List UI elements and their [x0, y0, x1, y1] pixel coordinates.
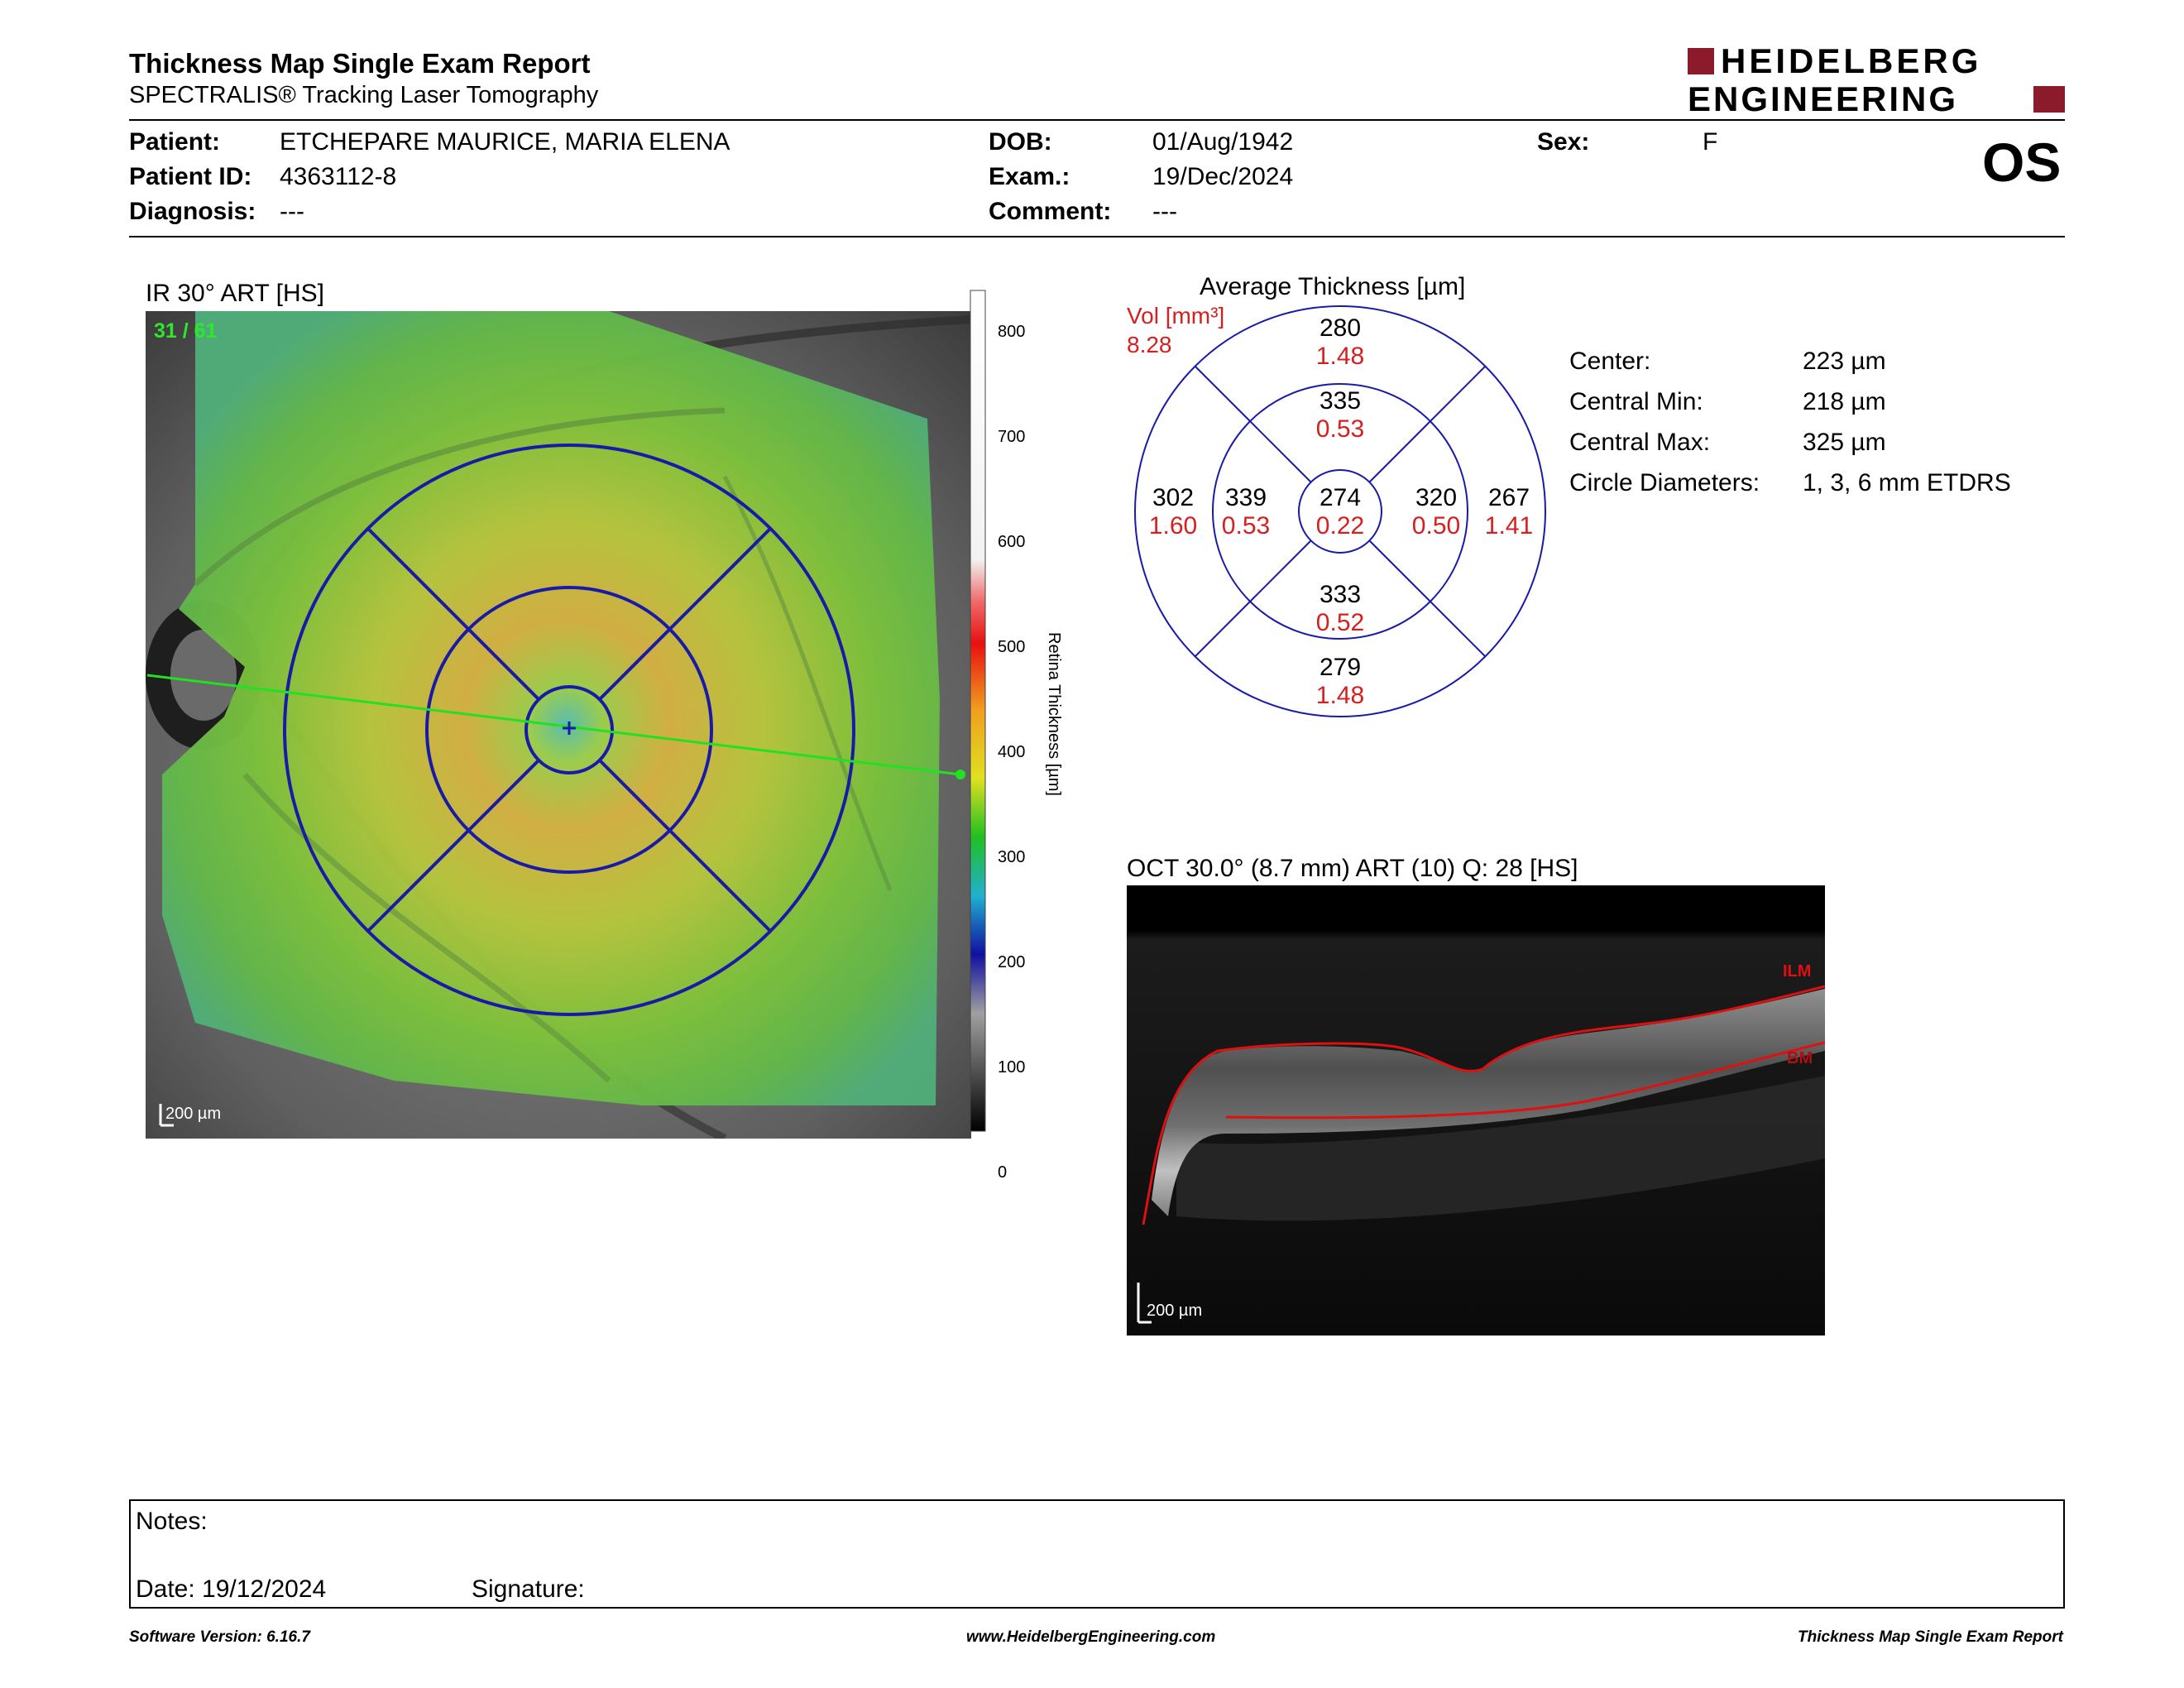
thickness-value: 333 — [1319, 581, 1362, 608]
signature-label: Signature: — [472, 1575, 585, 1603]
colorbar-tick: 500 — [998, 638, 1026, 656]
notes-box — [129, 1499, 2065, 1609]
logo-square-top-icon — [1688, 48, 1714, 74]
patient-label: Patient: — [129, 128, 221, 156]
stat-label: Center: — [1569, 348, 1651, 375]
colorbar-axis-label: Retina Thickness [µm] — [1045, 632, 1063, 796]
notes-date: Date: 19/12/2024 — [136, 1575, 327, 1603]
patient-name: ETCHEPARE MAURICE, MARIA ELENA — [280, 128, 730, 156]
thickness-value: 280 — [1319, 314, 1362, 342]
stat-label: Central Min: — [1569, 388, 1703, 415]
report-title: Thickness Map Single Exam Report — [129, 48, 591, 79]
colorbar-tick: 700 — [998, 428, 1026, 446]
volume-value: 1.48 — [1315, 343, 1365, 370]
volume-value: 0.50 — [1411, 512, 1461, 539]
colorbar-tick: 200 — [998, 953, 1026, 971]
oct-title: OCT 30.0° (8.7 mm) ART (10) Q: 28 [HS] — [1127, 855, 1578, 882]
ilm-label: ILM — [1783, 962, 1812, 981]
notes-label: Notes: — [136, 1508, 208, 1535]
volume-value: 0.53 — [1315, 415, 1365, 443]
volume-value: 1.60 — [1148, 512, 1198, 539]
colorbar-tick: 100 — [998, 1058, 1026, 1077]
logo-square-bottom-icon — [2033, 86, 2065, 113]
bm-label: BM — [1787, 1049, 1813, 1067]
oct-scale-label: 200 µm — [1147, 1302, 1203, 1320]
etdrs-inner-nasal: 339 0.53 — [1205, 484, 1287, 540]
thickness-colorbar — [970, 290, 986, 1132]
oct-bscan-image — [1127, 885, 1825, 1336]
eye-indicator: OS — [1982, 132, 2062, 193]
comment-value: --- — [1152, 198, 1177, 225]
volume-value: 0.53 — [1221, 512, 1271, 539]
etdrs-outer-superior: 280 1.48 — [1299, 314, 1382, 371]
etdrs-grid — [1134, 305, 1546, 717]
dob-value: 01/Aug/1942 — [1152, 128, 1294, 156]
stat-value: 325 µm — [1803, 429, 1886, 456]
thickness-value: 302 — [1152, 484, 1195, 511]
etdrs-inner-inferior: 333 0.52 — [1299, 581, 1382, 637]
frame-counter: 31 / 61 — [154, 319, 218, 343]
patient-id-label: Patient ID: — [129, 163, 252, 190]
stat-value: 218 µm — [1803, 388, 1886, 415]
patient-id: 4363112-8 — [280, 163, 397, 190]
thickness-value: 267 — [1487, 484, 1530, 511]
footer-website-link[interactable]: www.HeidelbergEngineering.com — [966, 1628, 1216, 1646]
volume-value: 1.48 — [1315, 682, 1365, 709]
stat-label: Circle Diameters: — [1569, 469, 1760, 496]
colorbar-ticks: 800 700 600 500 400 300 200 100 0 — [998, 280, 1025, 1225]
etdrs-outer-temporal: 267 1.41 — [1468, 484, 1550, 540]
stats-values: 223 µm 218 µm 325 µm 1, 3, 6 mm ETDRS — [1803, 341, 2011, 503]
volume-value: 0.52 — [1315, 609, 1365, 636]
vol-total: 8.28 — [1127, 332, 1172, 357]
volume-value: 1.41 — [1484, 512, 1534, 539]
etdrs-outer-nasal: 302 1.60 — [1132, 484, 1214, 540]
colorbar-tick: 300 — [998, 848, 1026, 866]
logo-line-2: ENGINEERING — [1688, 79, 1959, 118]
comment-label: Comment: — [989, 198, 1112, 225]
etdrs-title: Average Thickness [µm] — [1200, 273, 1466, 300]
etdrs-inner-temporal: 320 0.50 — [1395, 484, 1478, 540]
thickness-value: 339 — [1224, 484, 1267, 511]
ir-image-title: IR 30° ART [HS] — [146, 280, 324, 307]
report-subtitle: SPECTRALIS® Tracking Laser Tomography — [129, 82, 599, 108]
thickness-map-image — [146, 311, 971, 1139]
ir-scale-label: 200 µm — [165, 1105, 222, 1123]
diagnosis-value: --- — [280, 198, 304, 225]
vol-label: Vol [mm³] — [1127, 303, 1225, 328]
thickness-value: 335 — [1319, 387, 1362, 415]
logo-line-1: HEIDELBERG — [1721, 41, 1982, 80]
stats-labels: Center: Central Min: Central Max: Circle… — [1569, 341, 1760, 503]
stat-label: Central Max: — [1569, 429, 1711, 456]
exam-value: 19/Dec/2024 — [1152, 163, 1294, 190]
etdrs-inner-superior: 335 0.53 — [1299, 387, 1382, 444]
etdrs-outer-inferior: 279 1.48 — [1299, 654, 1382, 710]
exam-label: Exam.: — [989, 163, 1070, 190]
footer-report-name: Thickness Map Single Exam Report — [1798, 1628, 2063, 1646]
volume-value: 0.22 — [1315, 512, 1365, 539]
colorbar-tick: 800 — [998, 323, 1026, 341]
colorbar-tick: 0 — [998, 1163, 1008, 1182]
stat-value: 1, 3, 6 mm ETDRS — [1803, 469, 2011, 496]
heidelberg-logo: HEIDELBERG ENGINEERING — [1688, 43, 2068, 117]
colorbar-tick: 400 — [998, 743, 1026, 761]
thickness-value: 279 — [1319, 654, 1362, 681]
sex-label: Sex: — [1537, 128, 1590, 156]
dob-label: DOB: — [989, 128, 1052, 156]
stat-value: 223 µm — [1803, 348, 1886, 375]
thickness-value: 320 — [1415, 484, 1458, 511]
sex-value: F — [1703, 128, 1718, 156]
etdrs-center: 274 0.22 — [1299, 484, 1382, 540]
thickness-value: 274 — [1319, 484, 1362, 511]
diagnosis-label: Diagnosis: — [129, 198, 256, 225]
footer-software-version: Software Version: 6.16.7 — [129, 1628, 310, 1646]
colorbar-tick: 600 — [998, 533, 1026, 551]
